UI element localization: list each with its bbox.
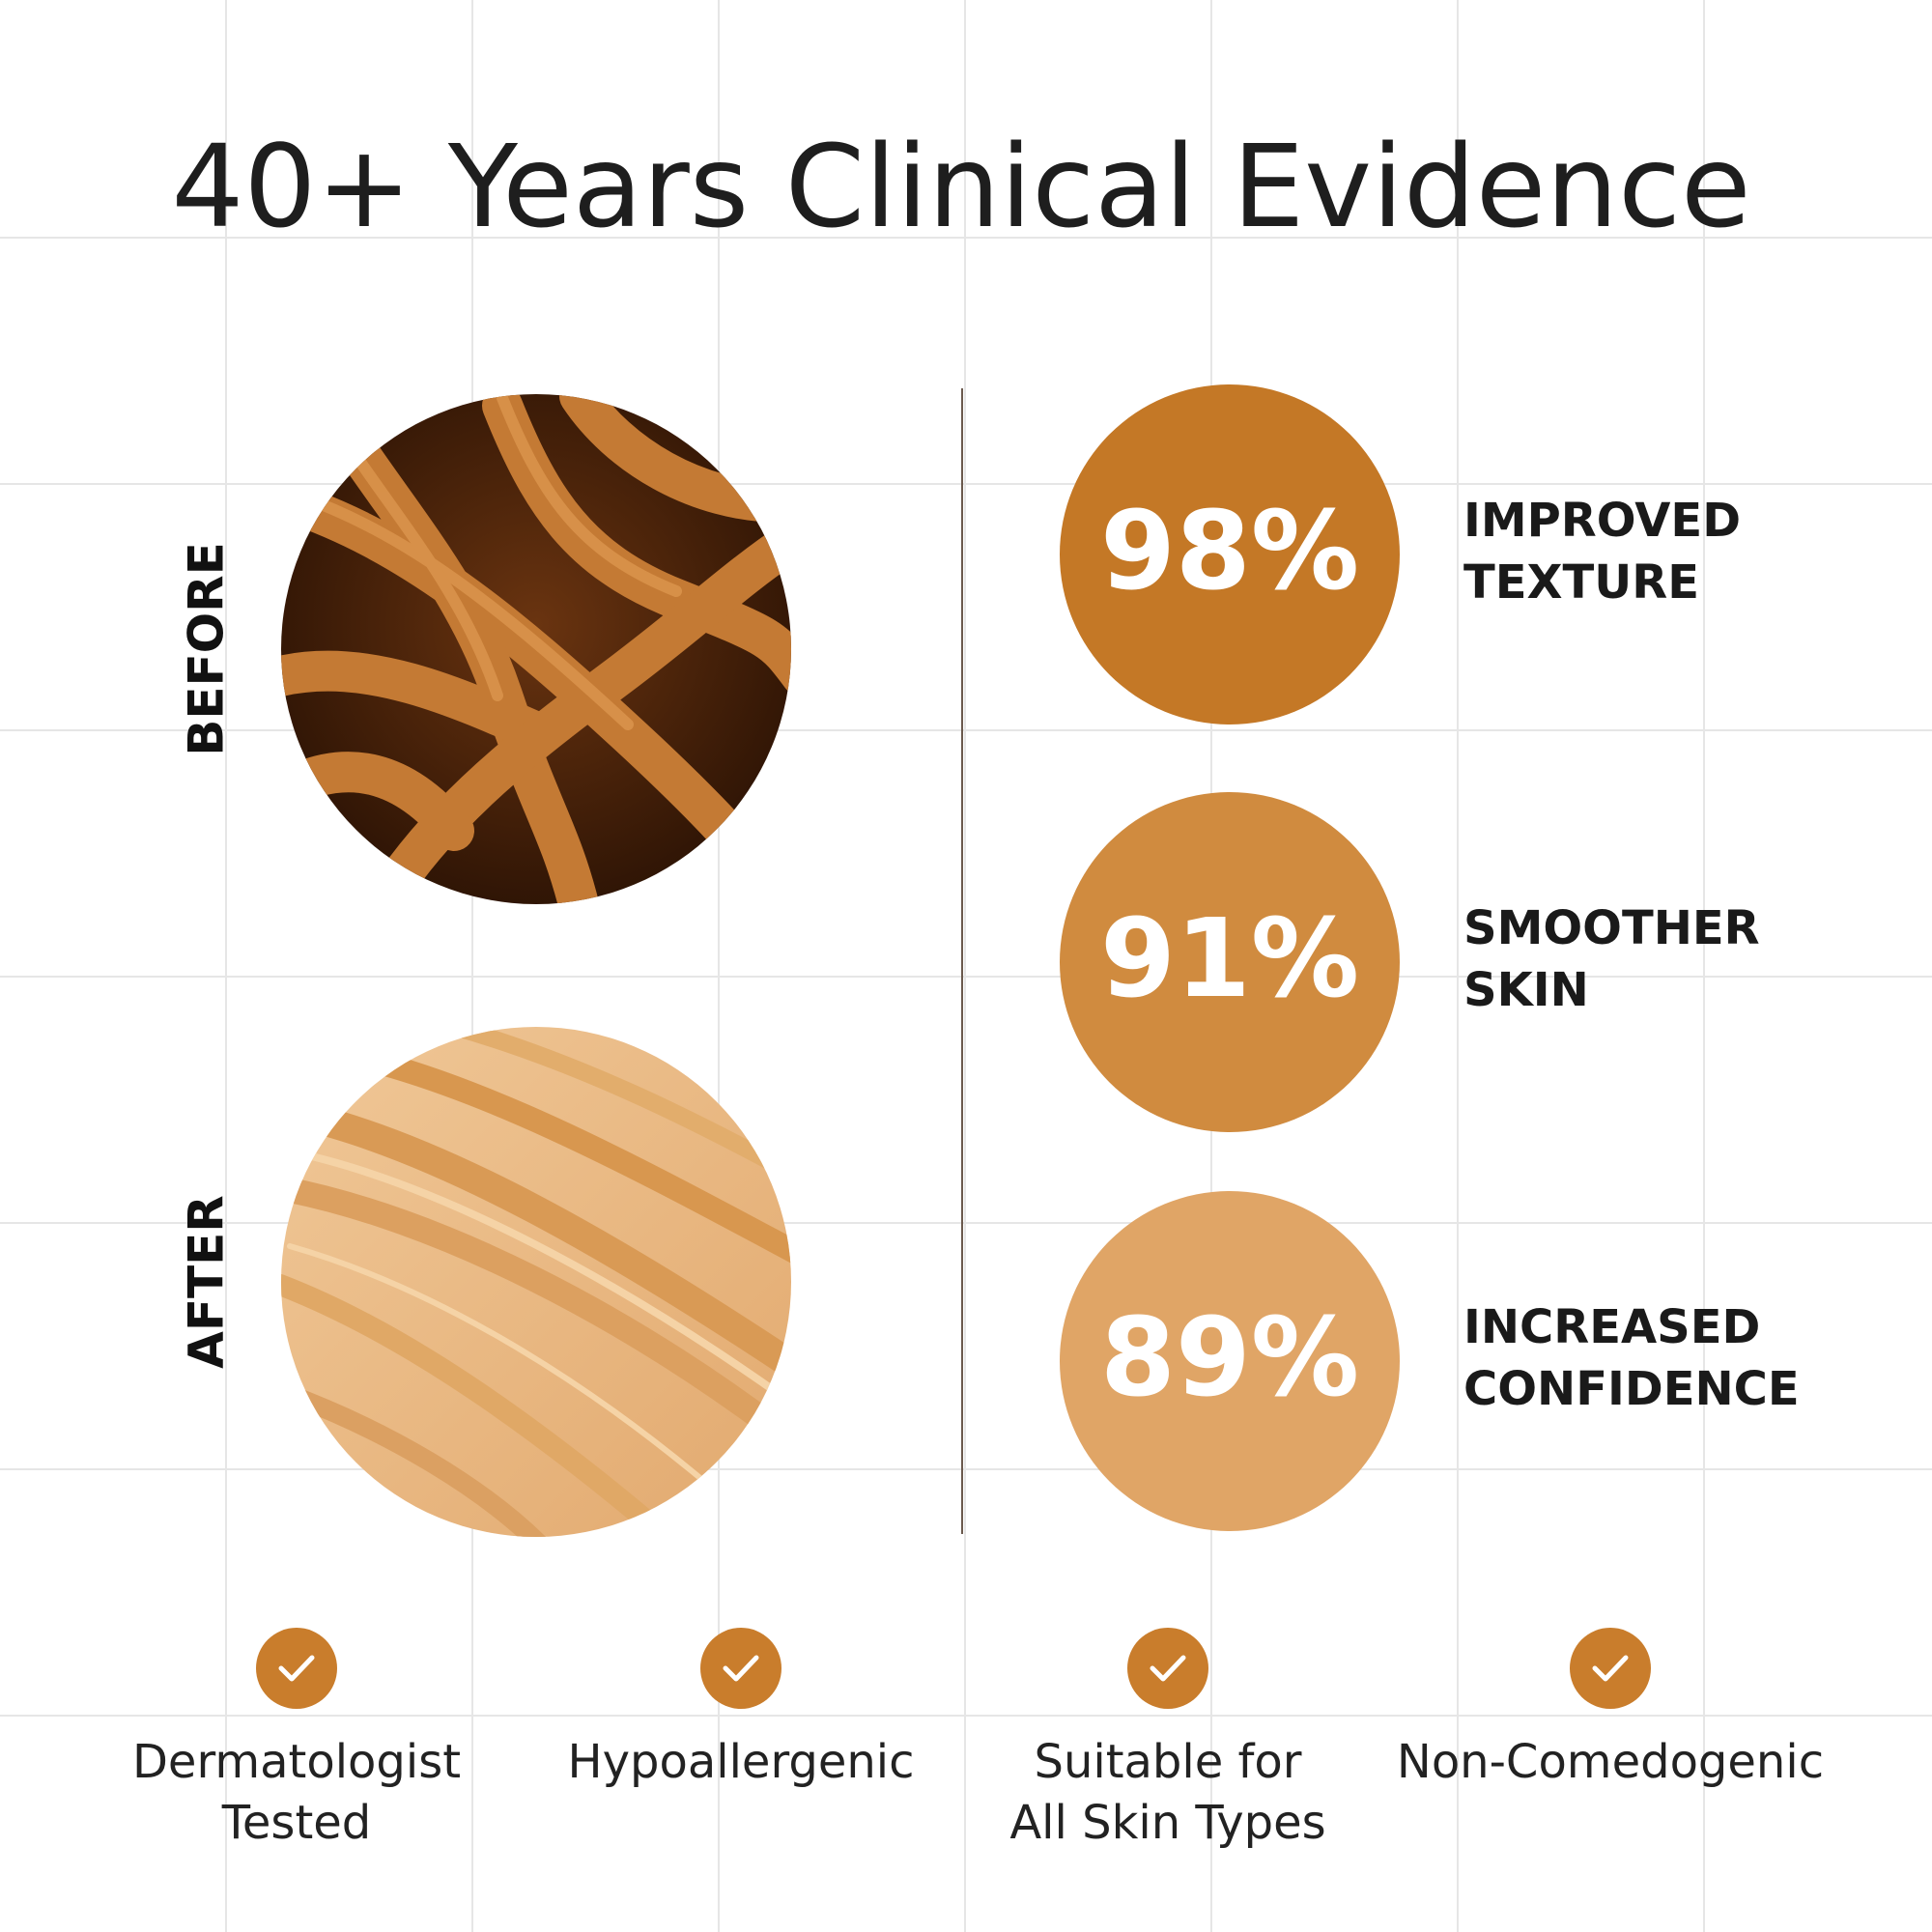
comparison-label: BEFORE xyxy=(179,542,235,756)
stat-circle xyxy=(1060,1191,1400,1531)
stat-label: INCREASED xyxy=(1463,1300,1760,1354)
comparison-label: AFTER xyxy=(179,1195,235,1369)
check-icon xyxy=(1592,1655,1629,1682)
title: 40+ Years Clinical Evidence xyxy=(171,120,1750,253)
stat-value: 91% xyxy=(1100,896,1359,1022)
stat-circle xyxy=(1060,384,1400,724)
check-icon xyxy=(278,1655,315,1682)
badge-label: Hypoallergenic xyxy=(568,1735,915,1789)
badge-label: Non-Comedogenic xyxy=(1397,1735,1824,1789)
stat-label: IMPROVED xyxy=(1463,494,1741,548)
badge-label: Suitable for xyxy=(1034,1735,1301,1789)
badge-label: Tested xyxy=(221,1796,372,1850)
stat-value: 89% xyxy=(1100,1295,1359,1421)
check-badge xyxy=(256,1628,337,1709)
stat-label: TEXTURE xyxy=(1463,555,1699,610)
stat-circle xyxy=(1060,792,1400,1132)
stat-value: 98% xyxy=(1100,489,1359,614)
stat-label: SKIN xyxy=(1463,963,1589,1017)
badge-label: Dermatologist xyxy=(132,1735,461,1789)
check-badge xyxy=(700,1628,781,1709)
after-image xyxy=(281,1027,791,1537)
before-image xyxy=(281,394,791,904)
stat-label: CONFIDENCE xyxy=(1463,1362,1800,1416)
check-icon xyxy=(1150,1655,1186,1682)
stat-label: SMOOTHER xyxy=(1463,901,1760,955)
check-badge xyxy=(1570,1628,1651,1709)
badge-label: All Skin Types xyxy=(1009,1796,1325,1850)
check-badge xyxy=(1127,1628,1208,1709)
check-icon xyxy=(723,1655,759,1682)
